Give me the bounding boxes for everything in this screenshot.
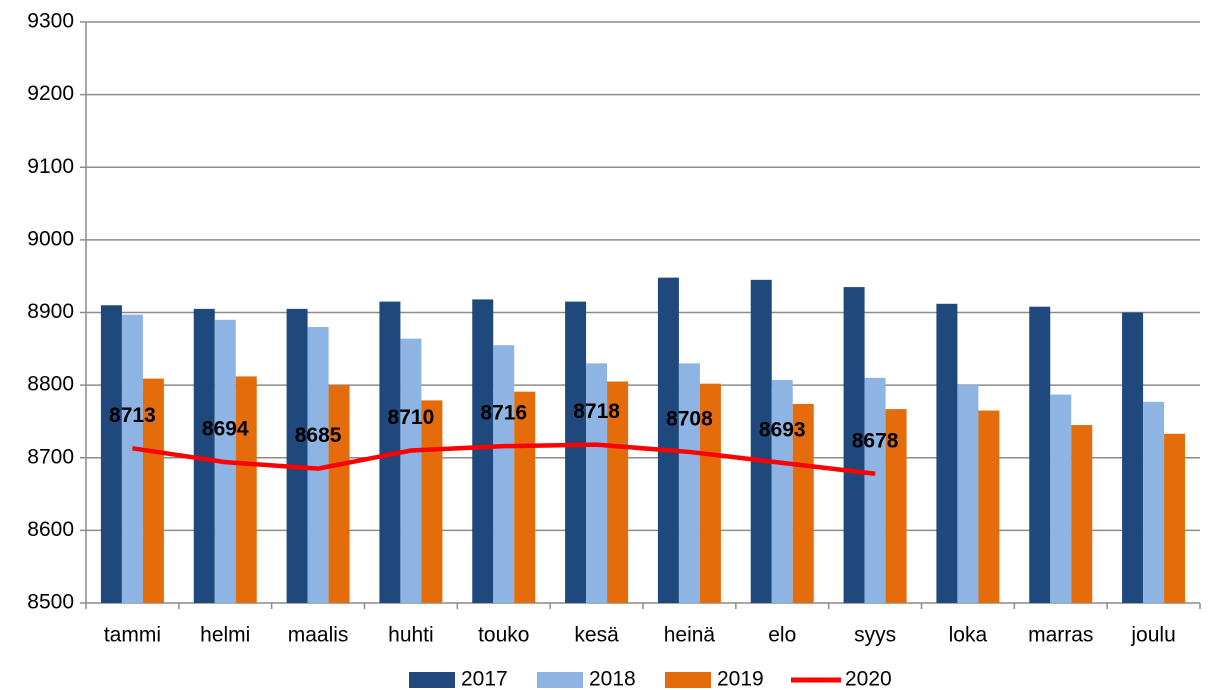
bar [699,383,721,603]
data-label: 8693 [759,418,806,441]
bar [472,299,494,603]
data-label: 8678 [852,429,899,452]
y-tick-label: 8700 [27,445,74,468]
x-tick-label: kesä [574,624,619,647]
legend-label: 2018 [589,668,636,690]
y-tick-label: 8800 [27,373,74,396]
x-tick-label: joulu [1130,624,1175,647]
x-tick-label: tammi [104,624,161,647]
bar [286,308,308,603]
bar [1122,312,1144,603]
data-label: 8685 [295,424,342,447]
bar [843,287,865,603]
x-tick-label: heinä [664,624,716,647]
data-label: 8716 [480,402,527,425]
y-tick-label: 9200 [27,82,74,105]
data-label: 8713 [109,404,156,427]
data-label: 8708 [666,407,713,430]
x-tick-label: touko [478,624,529,647]
data-label: 8710 [388,406,435,429]
bar [1164,433,1186,603]
bar [750,279,772,603]
bar [193,308,215,603]
line [132,442,876,476]
bar [1029,306,1051,603]
y-tick-label: 8600 [27,518,74,541]
data-label: 8718 [573,400,620,423]
bar [885,409,907,603]
bar [328,385,350,603]
bar [1050,394,1072,603]
y-tick-label: 9300 [27,10,74,33]
legend-label: 2020 [845,668,892,690]
y-tick-label: 8900 [27,300,74,323]
bar [957,385,979,603]
x-tick-label: maalis [288,624,349,647]
bar [607,381,629,603]
bar [307,327,329,603]
legend-label: 2019 [717,668,764,690]
bar [100,305,122,603]
bar [586,363,608,603]
legend-swatch [665,672,711,688]
bar [400,338,422,603]
bar [936,303,958,603]
legend-swatch [537,672,583,688]
bar [978,410,1000,603]
y-tick-label: 9100 [27,155,74,178]
bar [792,404,814,603]
bar [678,363,700,603]
x-tick-label: helmi [200,624,250,647]
bar [121,314,143,603]
bar [1071,425,1093,603]
bar [864,377,886,603]
legend-swatch [409,672,455,688]
bar [565,301,587,603]
x-tick-label: marras [1028,624,1093,647]
legend-label: 2017 [461,668,508,690]
x-tick-label: huhti [388,624,434,647]
y-tick-label: 8500 [27,591,74,614]
x-tick-label: elo [768,624,796,647]
bar [235,376,257,603]
bar [771,380,793,603]
x-tick-label: loka [949,624,988,647]
bar [1143,401,1165,603]
bar [493,345,515,603]
bar [421,400,443,603]
data-label: 8694 [202,418,249,441]
bar [657,277,679,603]
y-tick-label: 9000 [27,227,74,250]
bar [142,378,164,603]
x-tick-label: syys [854,624,896,647]
